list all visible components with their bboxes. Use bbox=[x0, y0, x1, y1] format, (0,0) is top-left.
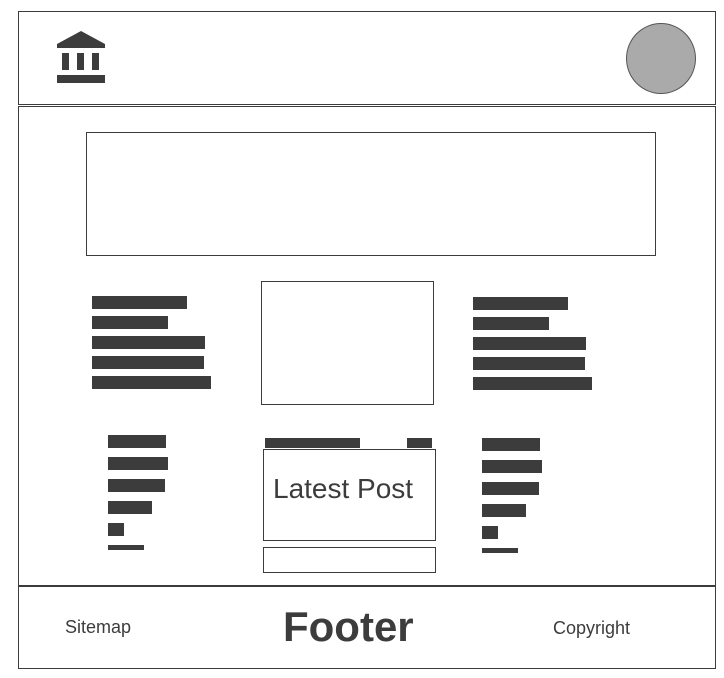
list-line bbox=[108, 479, 165, 492]
list-line bbox=[482, 438, 540, 451]
list-line bbox=[482, 460, 542, 473]
avatar[interactable] bbox=[626, 23, 696, 94]
list-line bbox=[482, 548, 518, 553]
list-line bbox=[108, 545, 144, 550]
hero-banner[interactable] bbox=[86, 132, 656, 256]
text-line bbox=[92, 376, 211, 389]
sitemap-link[interactable]: Sitemap bbox=[65, 617, 132, 637]
text-line bbox=[92, 296, 187, 309]
text-line bbox=[92, 336, 205, 349]
list-line bbox=[108, 435, 166, 448]
text-line bbox=[473, 337, 586, 350]
footer: Sitemap Footer Copyright bbox=[18, 586, 716, 669]
latest-post-title: Latest Post bbox=[273, 473, 414, 504]
bank-building-icon[interactable] bbox=[56, 29, 106, 85]
list-line bbox=[108, 457, 168, 470]
list-line bbox=[108, 523, 124, 536]
latest-post-card[interactable]: Latest Post bbox=[263, 449, 436, 541]
text-line bbox=[473, 357, 585, 370]
list-line bbox=[482, 504, 526, 517]
list-line bbox=[482, 526, 498, 539]
post-meta-tag bbox=[407, 438, 432, 448]
footer-title: Footer bbox=[283, 603, 414, 650]
list-line bbox=[482, 482, 539, 495]
text-line bbox=[473, 377, 592, 390]
header bbox=[18, 11, 716, 105]
latest-post-footer-field[interactable] bbox=[263, 547, 436, 573]
image-placeholder[interactable] bbox=[261, 281, 434, 405]
list-line bbox=[108, 501, 152, 514]
text-line bbox=[92, 316, 168, 329]
copyright-link[interactable]: Copyright bbox=[553, 618, 631, 638]
text-line bbox=[92, 356, 204, 369]
text-line bbox=[473, 317, 549, 330]
post-meta-line bbox=[265, 438, 360, 448]
text-line bbox=[473, 297, 568, 310]
